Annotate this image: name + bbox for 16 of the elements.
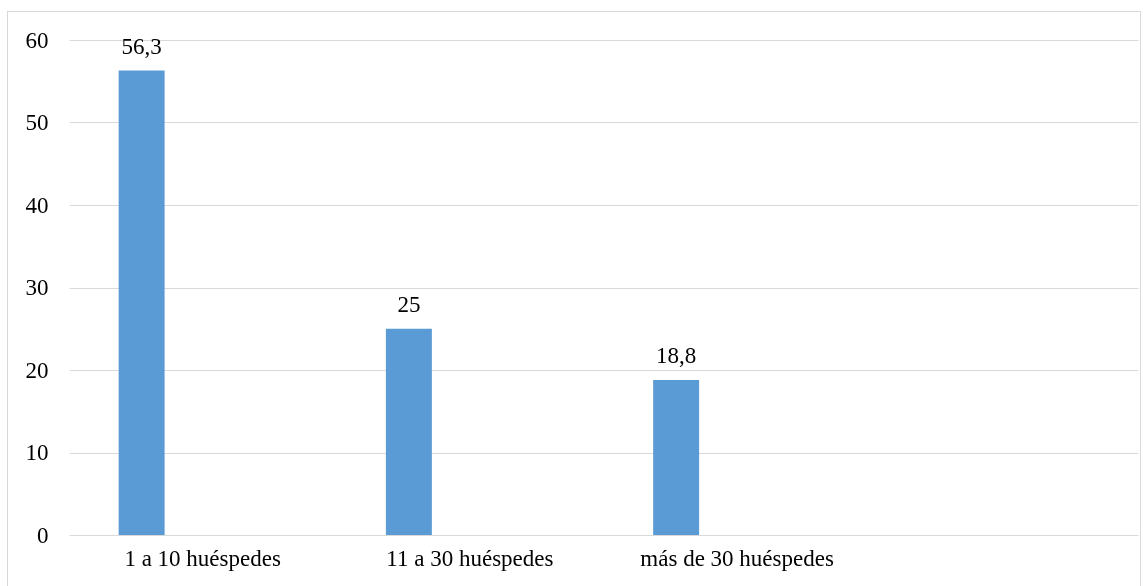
y-tick-label: 10: [25, 440, 49, 465]
y-tick-label: 60: [25, 27, 49, 53]
data-label: 18,8: [656, 342, 697, 368]
bar: [385, 328, 432, 535]
bar: [653, 379, 700, 535]
y-tick-label: 20: [25, 357, 49, 383]
x-tick-label: 1 a 10 huéspedes: [124, 545, 281, 571]
data-label: 56,3: [121, 33, 162, 59]
y-tick-label: 50: [25, 110, 49, 135]
x-tick-label: 11 a 30 huéspedes: [386, 545, 554, 571]
y-tick-label: 40: [25, 192, 49, 218]
y-tick-label: 30: [25, 275, 49, 300]
y-tick-label: 0: [37, 522, 49, 548]
bar: [118, 70, 165, 535]
x-tick-label: más de 30 huéspedes: [640, 545, 834, 571]
data-label: 25: [397, 291, 421, 317]
